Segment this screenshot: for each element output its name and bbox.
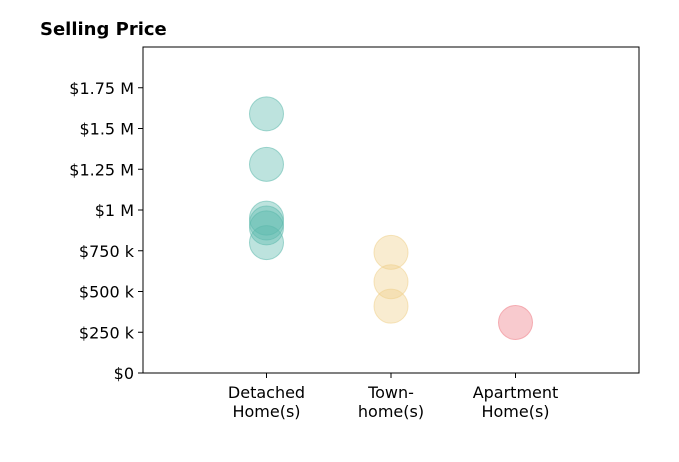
x-tick-label: Detached Home(s): [228, 383, 305, 421]
data-point: [249, 225, 284, 261]
chart-title: Selling Price: [40, 19, 167, 40]
y-tick-label: $500 k: [79, 283, 135, 302]
x-axis: Detached Home(s) Town-home(s) Apartment Home…: [228, 373, 558, 421]
data-point: [498, 304, 533, 340]
y-tick-label: $1.5 M: [79, 120, 134, 139]
data-point: [373, 234, 409, 270]
data-points: [249, 96, 533, 340]
data-point: [249, 210, 284, 246]
data-point: [249, 200, 284, 236]
y-tick-label: $0: [114, 364, 134, 383]
y-axis: $0 $250 k $500 k $750 k $1 M $1.25 M $1.5 M $1.…: [69, 79, 143, 383]
data-point: [249, 96, 284, 132]
x-tick-label: Town-home(s): [358, 383, 424, 421]
data-point: [373, 288, 409, 324]
y-tick-label: $750 k: [79, 242, 135, 261]
y-tick-label: $1 M: [95, 201, 134, 220]
data-point: [249, 205, 284, 241]
data-point: [373, 264, 409, 300]
y-tick-label: $1.75 M: [69, 79, 134, 98]
plot-frame: [142, 46, 640, 374]
y-tick-label: $1.25 M: [69, 160, 134, 179]
y-tick-label: $250 k: [79, 323, 135, 342]
data-point: [249, 146, 284, 182]
x-tick-label: Apartment Home(s): [473, 383, 559, 421]
